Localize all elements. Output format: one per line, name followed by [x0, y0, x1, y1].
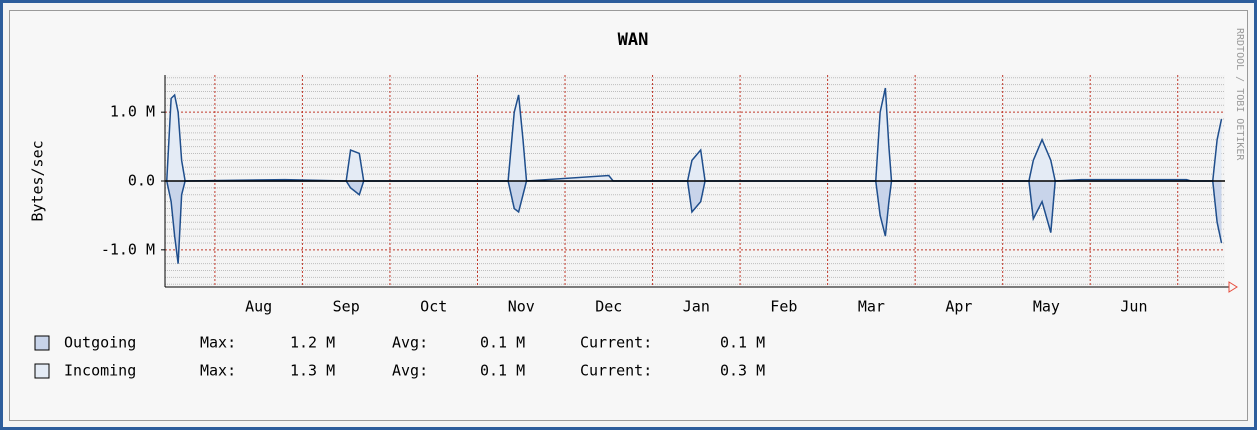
stat-value: 0.1 M: [720, 334, 765, 352]
stat-label: Avg:: [392, 362, 428, 380]
series-line: [166, 87, 1223, 182]
x-tick-label: Dec: [595, 298, 622, 316]
y-tick-label: -1.0 M: [101, 240, 155, 258]
x-tick-label: Feb: [770, 298, 797, 316]
stat-label: Max:: [200, 334, 236, 352]
stat-label: Current:: [580, 362, 652, 380]
x-tick-label: Jun: [1120, 298, 1147, 316]
x-tick-label: Nov: [508, 298, 535, 316]
legend-swatch: [34, 335, 50, 351]
stat-value: 0.1 M: [480, 362, 525, 380]
y-axis-label: Bytes/sec: [29, 140, 47, 221]
y-tick-label: 0.0: [128, 172, 155, 190]
legend-label: Outgoing: [64, 334, 136, 352]
watermark: RRDTOOL / TOBI OETIKER: [1234, 28, 1245, 161]
series-area: [166, 88, 1222, 181]
legend-label: Incoming: [64, 362, 136, 380]
stat-label: Max:: [200, 362, 236, 380]
x-tick-label: Oct: [420, 298, 447, 316]
series-area: [166, 181, 1222, 264]
x-tick-label: Mar: [858, 298, 885, 316]
stat-value: 0.3 M: [720, 362, 765, 380]
stat-value: 1.3 M: [290, 362, 335, 380]
legend-swatch: [34, 363, 50, 379]
x-tick-label: Apr: [945, 298, 972, 316]
stat-value: 1.2 M: [290, 334, 335, 352]
x-tick-label: Jan: [683, 298, 710, 316]
stat-label: Current:: [580, 334, 652, 352]
x-tick-label: Sep: [333, 298, 360, 316]
stat-value: 0.1 M: [480, 334, 525, 352]
x-tick-label: Aug: [245, 298, 272, 316]
y-tick-label: 1.0 M: [110, 103, 155, 121]
chart-title: WAN: [618, 30, 649, 50]
x-axis-arrow: [1228, 281, 1238, 293]
stat-label: Avg:: [392, 334, 428, 352]
x-tick-label: May: [1033, 298, 1060, 316]
